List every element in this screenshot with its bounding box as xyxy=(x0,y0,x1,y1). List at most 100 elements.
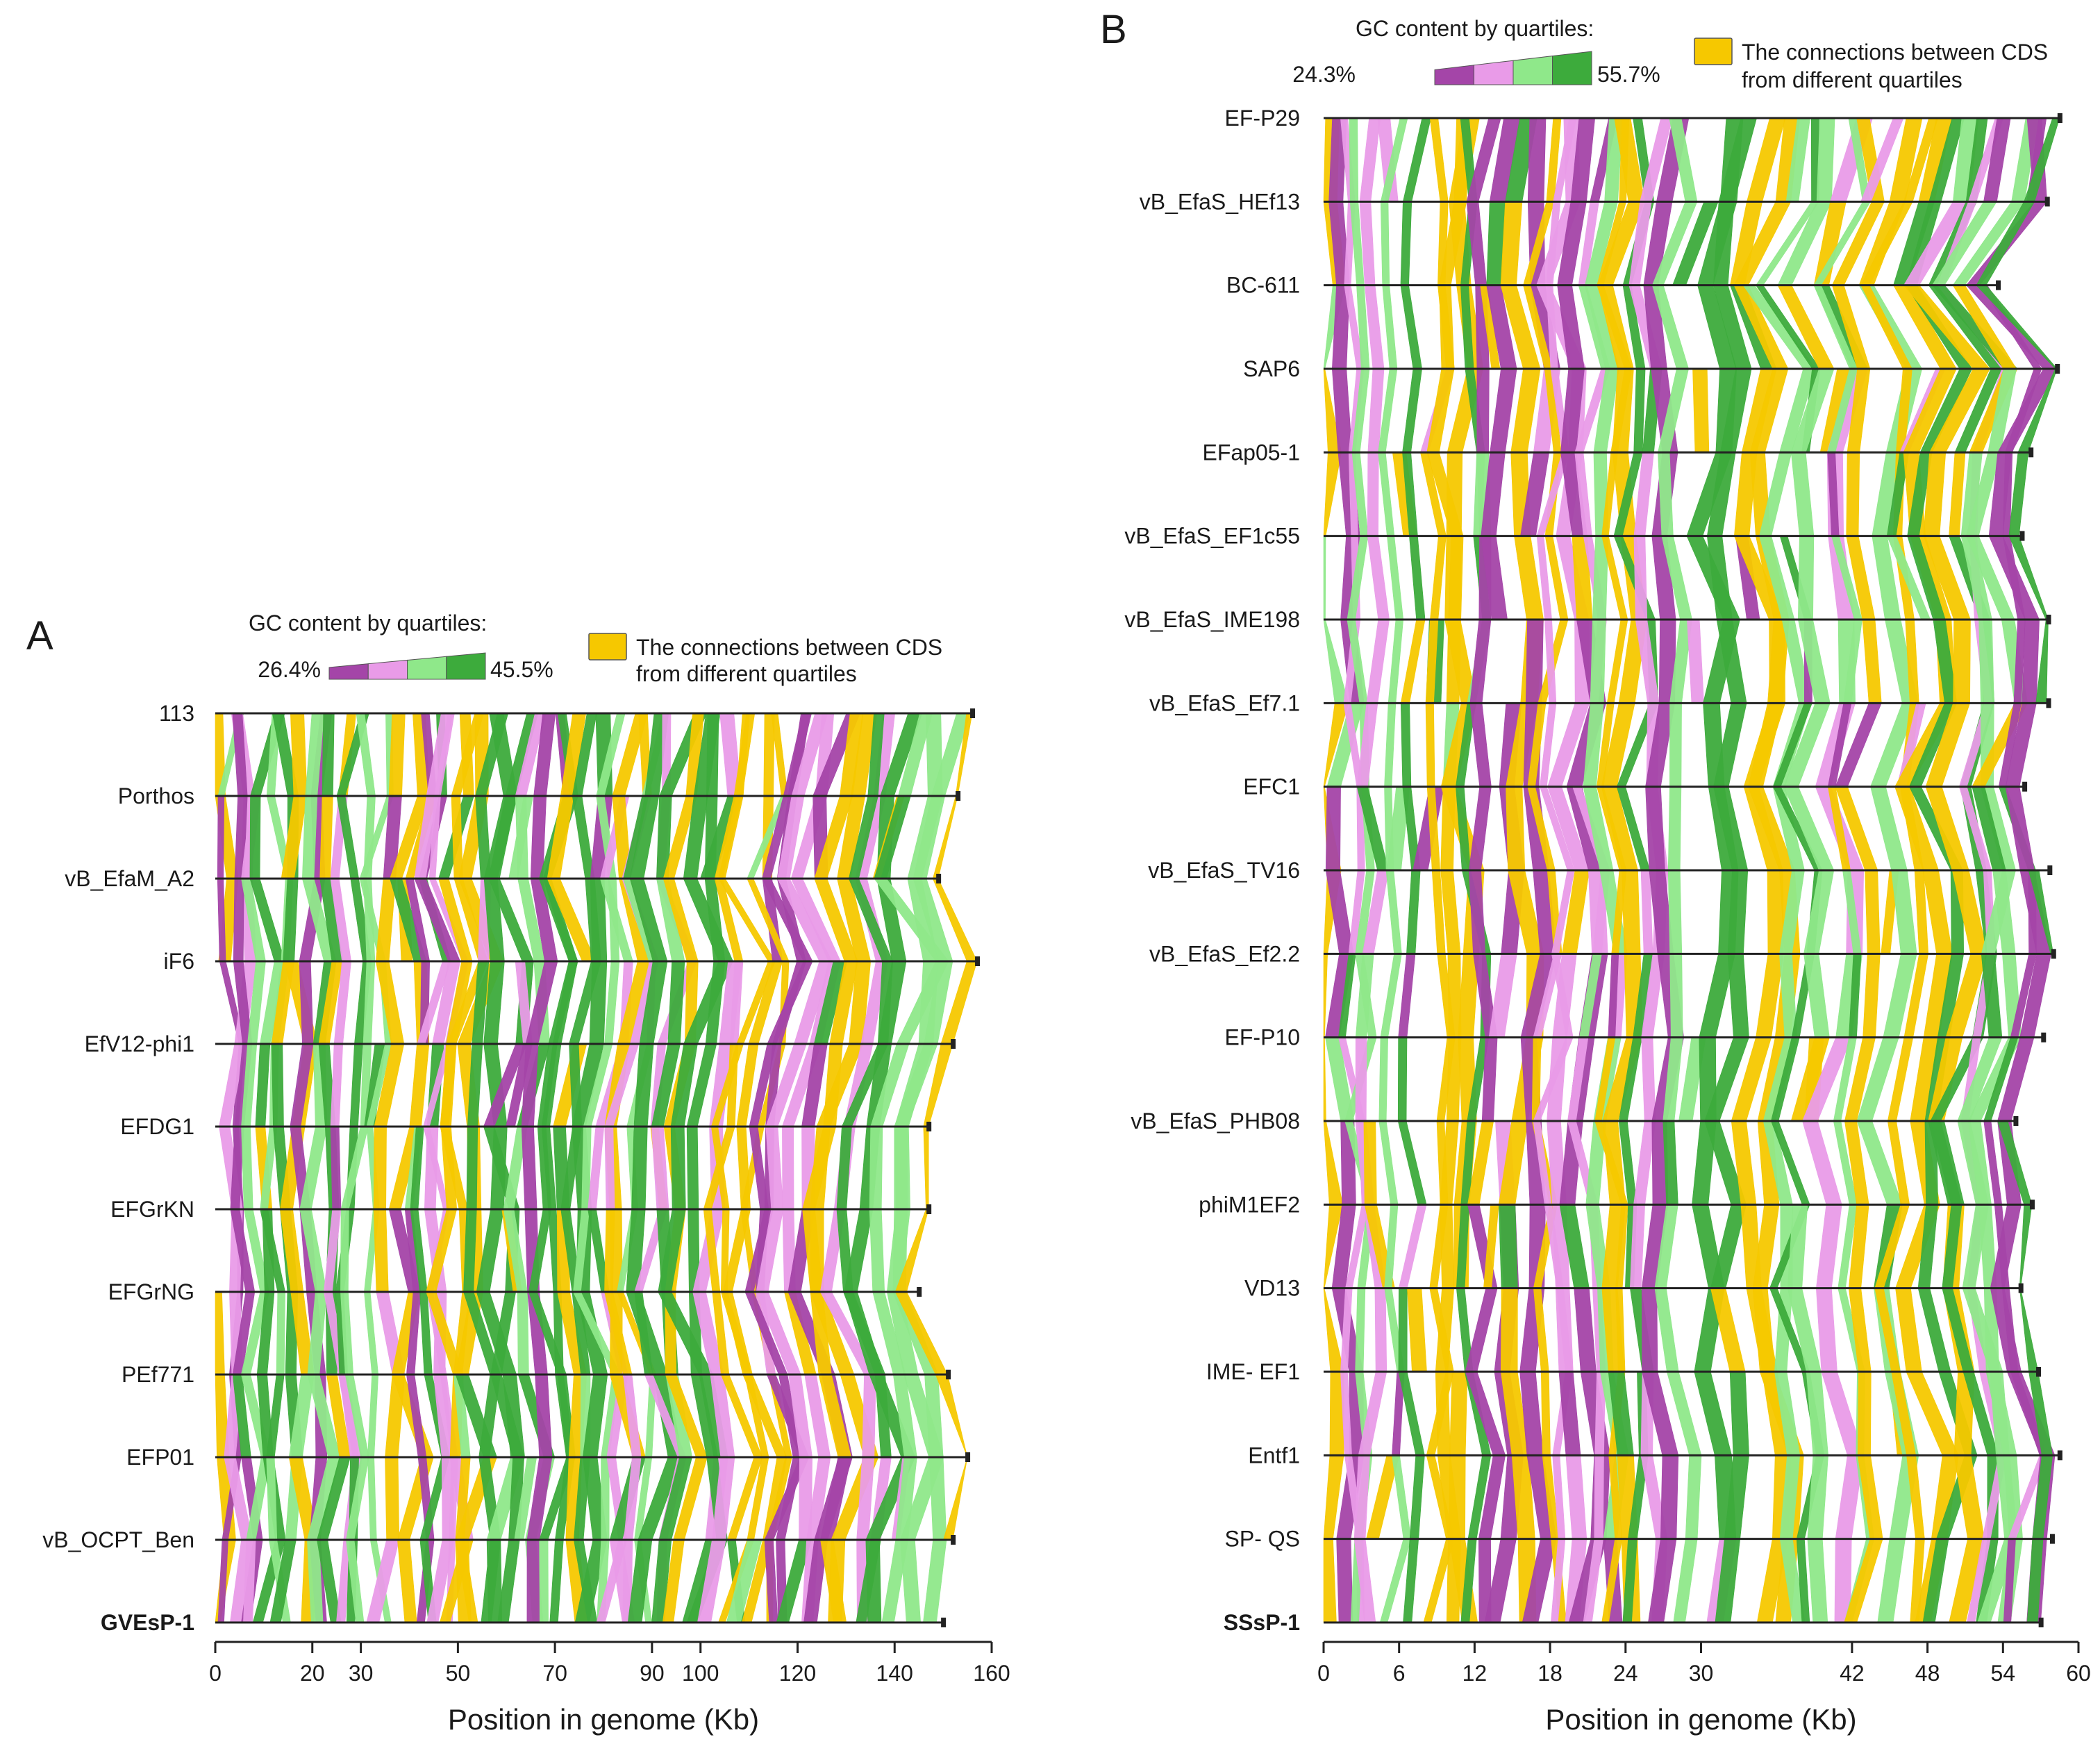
synteny-ribbons xyxy=(1323,117,2060,1623)
synteny-band xyxy=(1323,1037,1326,1122)
synteny-band xyxy=(1692,368,1710,453)
synteny-band xyxy=(1667,870,1683,954)
synteny-band xyxy=(1349,117,1359,202)
genome-end-marker xyxy=(2019,531,2025,541)
x-tick-label: 54 xyxy=(1991,1661,2016,1686)
synteny-band xyxy=(1790,452,1815,536)
synteny-band xyxy=(249,795,261,879)
synteny-band xyxy=(1429,117,1449,202)
synteny-band xyxy=(526,1539,540,1623)
synteny-band xyxy=(330,1126,342,1210)
synteny-band xyxy=(356,713,376,797)
synteny-band xyxy=(375,878,397,962)
genome-label: SP- QS xyxy=(1225,1527,1300,1552)
x-tick-label: 30 xyxy=(1689,1661,1714,1686)
x-tick-label: 42 xyxy=(1840,1661,1865,1686)
genome-label: EF-P29 xyxy=(1225,106,1300,131)
synteny-band xyxy=(1527,117,1547,202)
synteny-band xyxy=(1891,870,1917,954)
genome-end-marker xyxy=(2047,865,2053,875)
genome-label: Entf1 xyxy=(1248,1443,1300,1468)
synteny-band xyxy=(1687,619,1704,704)
synteny-band xyxy=(1439,285,1455,370)
synteny-band xyxy=(1816,117,1835,202)
genome-end-marker xyxy=(970,708,976,718)
synteny-band xyxy=(535,1374,553,1458)
synteny-band xyxy=(1430,536,1447,620)
synteny-band xyxy=(1449,1371,1468,1456)
genome-label: EFDG1 xyxy=(120,1114,194,1139)
synteny-band xyxy=(1446,452,1463,536)
genome-label: 113 xyxy=(159,701,194,726)
genome-label: EfV12-phi1 xyxy=(85,1031,194,1056)
synteny-band xyxy=(1641,1288,1658,1372)
synteny-band xyxy=(604,1126,615,1210)
genome-label: SAP6 xyxy=(1243,356,1300,381)
synteny-band xyxy=(409,1043,430,1127)
synteny-band xyxy=(1694,1371,1732,1456)
synteny-band xyxy=(1378,452,1395,536)
genome-end-marker xyxy=(951,1039,956,1049)
genome-label: phiM1EF2 xyxy=(1199,1192,1300,1217)
synteny-band xyxy=(1400,201,1412,285)
synteny-band xyxy=(1506,786,1526,871)
synteny-ribbons xyxy=(215,713,978,1623)
synteny-band xyxy=(1367,536,1390,620)
genome-label: VD13 xyxy=(1244,1276,1300,1301)
synteny-band xyxy=(1815,1288,1838,1372)
x-tick-label: 48 xyxy=(1915,1661,1940,1686)
synteny-band xyxy=(455,1539,472,1623)
synteny-band xyxy=(894,1126,908,1210)
synteny-band xyxy=(1633,368,1646,453)
genome-label: EFGrNG xyxy=(108,1279,194,1304)
genome-end-marker xyxy=(2018,1283,2024,1293)
synteny-band xyxy=(521,1126,538,1210)
genome-end-marker xyxy=(2013,1116,2019,1126)
synteny-band xyxy=(929,1456,947,1541)
synteny-band xyxy=(215,1291,225,1375)
synteny-band xyxy=(1540,1371,1551,1456)
genome-end-marker xyxy=(2038,1618,2044,1627)
synteny-band xyxy=(1645,786,1665,871)
synteny-band xyxy=(601,1456,610,1541)
x-axis-label: Position in genome (Kb) xyxy=(1545,1703,1856,1736)
legend: GC content by quartiles: 26.4% 45.5% The co… xyxy=(249,611,942,686)
genome-end-marker xyxy=(917,1287,922,1297)
synteny-band xyxy=(1449,1455,1466,1539)
synteny-band xyxy=(1406,870,1421,954)
synteny-band xyxy=(373,1209,389,1293)
genome-label: EFap05-1 xyxy=(1202,440,1300,465)
x-tick-label: 12 xyxy=(1462,1661,1488,1686)
genome-label: vB_EfaS_EF1c55 xyxy=(1124,524,1300,549)
synteny-band xyxy=(1895,1288,1922,1372)
synteny-band xyxy=(1397,1120,1427,1205)
synteny-band xyxy=(233,878,244,962)
genome-label: BC-611 xyxy=(1226,273,1300,298)
synteny-band xyxy=(1402,368,1422,453)
synteny-band xyxy=(1862,954,1881,1038)
synteny-band xyxy=(1669,954,1683,1038)
synteny-band xyxy=(923,1126,929,1210)
synteny-band xyxy=(1384,703,1397,787)
x-tick-label: 50 xyxy=(446,1661,471,1686)
synteny-band xyxy=(604,1209,615,1293)
synteny-band xyxy=(1673,1538,1698,1623)
genome-label: vB_OCPT_Ben xyxy=(42,1527,194,1552)
panel-a: 113 Porthos vB_EfaM_A2 iF6 EfV12-phi1 EFDG1 EF… xyxy=(26,611,1010,1736)
synteny-band xyxy=(1727,954,1749,1038)
genome-end-marker xyxy=(936,874,942,883)
synteny-band xyxy=(539,1539,549,1623)
genome-end-marker xyxy=(2051,949,2056,959)
synteny-band xyxy=(1380,954,1402,1038)
synteny-band xyxy=(373,1126,387,1210)
synteny-band xyxy=(1380,201,1390,285)
synteny-band xyxy=(1669,703,1682,787)
synteny-band xyxy=(1435,1371,1451,1456)
legend-gradient-segment xyxy=(367,659,408,680)
synteny-band xyxy=(1654,1288,1679,1372)
synteny-band xyxy=(900,1539,922,1623)
synteny-band xyxy=(1953,619,1971,704)
synteny-band xyxy=(1336,1538,1353,1623)
legend-gradient-segment xyxy=(407,656,447,680)
